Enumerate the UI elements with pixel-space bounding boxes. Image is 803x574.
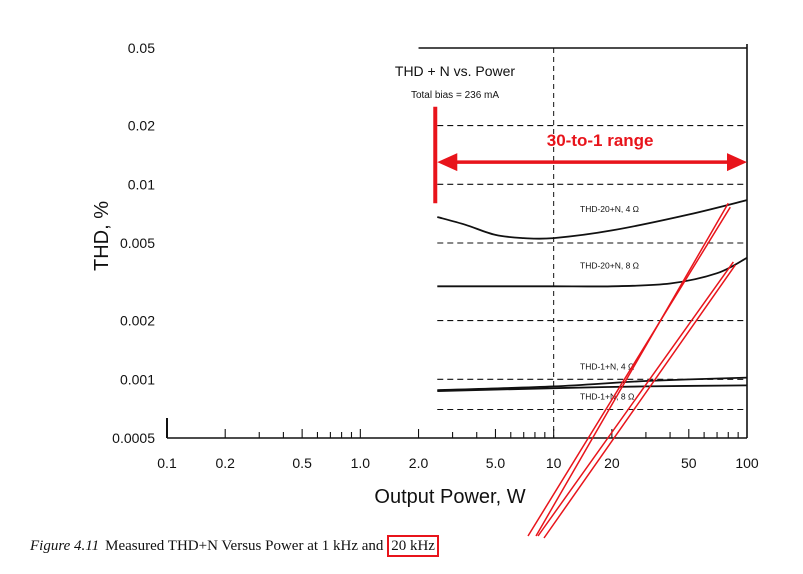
series-label: THD-1+N, 8 Ω — [580, 391, 634, 401]
y-tick-label: 0.005 — [120, 235, 155, 251]
range-annotation: 30-to-1 range — [433, 106, 747, 539]
chart-title: THD + N vs. Power — [395, 63, 516, 79]
pointer-line-8ohm — [537, 261, 734, 537]
x-tick-label: 50 — [681, 455, 697, 471]
y-tick-label: 0.05 — [128, 40, 155, 56]
x-tick-label: 0.1 — [157, 455, 177, 471]
series-line — [437, 384, 748, 392]
y-tick-labels: 0.05 0.02 0.01 0.005 0.002 0.001 0.0005 — [112, 40, 155, 446]
pointer-line-4ohm-b — [527, 206, 731, 537]
range-annotation-label: 30-to-1 range — [547, 131, 654, 150]
range-arrowhead-left — [437, 153, 458, 172]
series-line — [437, 256, 748, 288]
series-label: THD-20+N, 8 Ω — [580, 260, 639, 270]
grid-layer — [437, 48, 747, 438]
x-tick-label: 2.0 — [409, 455, 429, 471]
highlighted-frequency: 20 kHz — [387, 535, 439, 557]
series-label: THD-1+N, 4 Ω — [580, 362, 634, 372]
chart-subtitle: Total bias = 236 mA — [411, 90, 499, 101]
x-tick-labels: 0.1 0.2 0.5 1.0 2.0 5.0 10 20 50 100 — [157, 455, 759, 471]
figure-caption: Figure 4.11 Measured THD+N Versus Power a… — [30, 535, 439, 557]
caption-text: Measured THD+N Versus Power at 1 kHz and — [105, 538, 384, 554]
x-tick-label: 1.0 — [351, 455, 371, 471]
x-tick-label: 5.0 — [486, 455, 506, 471]
pointer-line-4ohm — [535, 202, 729, 537]
series-label: THD-20+N, 4 Ω — [580, 204, 639, 214]
range-arrowhead-right — [727, 153, 747, 172]
y-tick-label: 0.001 — [120, 371, 155, 387]
x-tick-label: 20 — [604, 455, 620, 471]
figure-label: Figure 4.11 — [30, 538, 100, 554]
pointer-line-8ohm-b — [543, 264, 736, 539]
y-tick-label: 0.02 — [128, 118, 155, 134]
x-tick-label: 0.2 — [215, 455, 235, 471]
y-tick-label: 0.0005 — [112, 430, 155, 446]
plot-frame — [166, 44, 748, 439]
series-layer: THD-20+N, 4 Ω THD-20+N, 8 Ω THD-1+N, 4 Ω TH… — [437, 199, 748, 401]
x-tick-label: 10 — [546, 455, 562, 471]
x-tick-label: 0.5 — [292, 455, 312, 471]
x-axis-label: Output Power, W — [374, 486, 525, 508]
y-tick-label: 0.002 — [120, 313, 155, 329]
y-axis-label: THD, % — [91, 201, 113, 271]
x-tick-label: 100 — [735, 455, 759, 471]
y-tick-label: 0.01 — [128, 176, 155, 192]
series-line — [437, 199, 748, 240]
series-line — [437, 376, 748, 391]
